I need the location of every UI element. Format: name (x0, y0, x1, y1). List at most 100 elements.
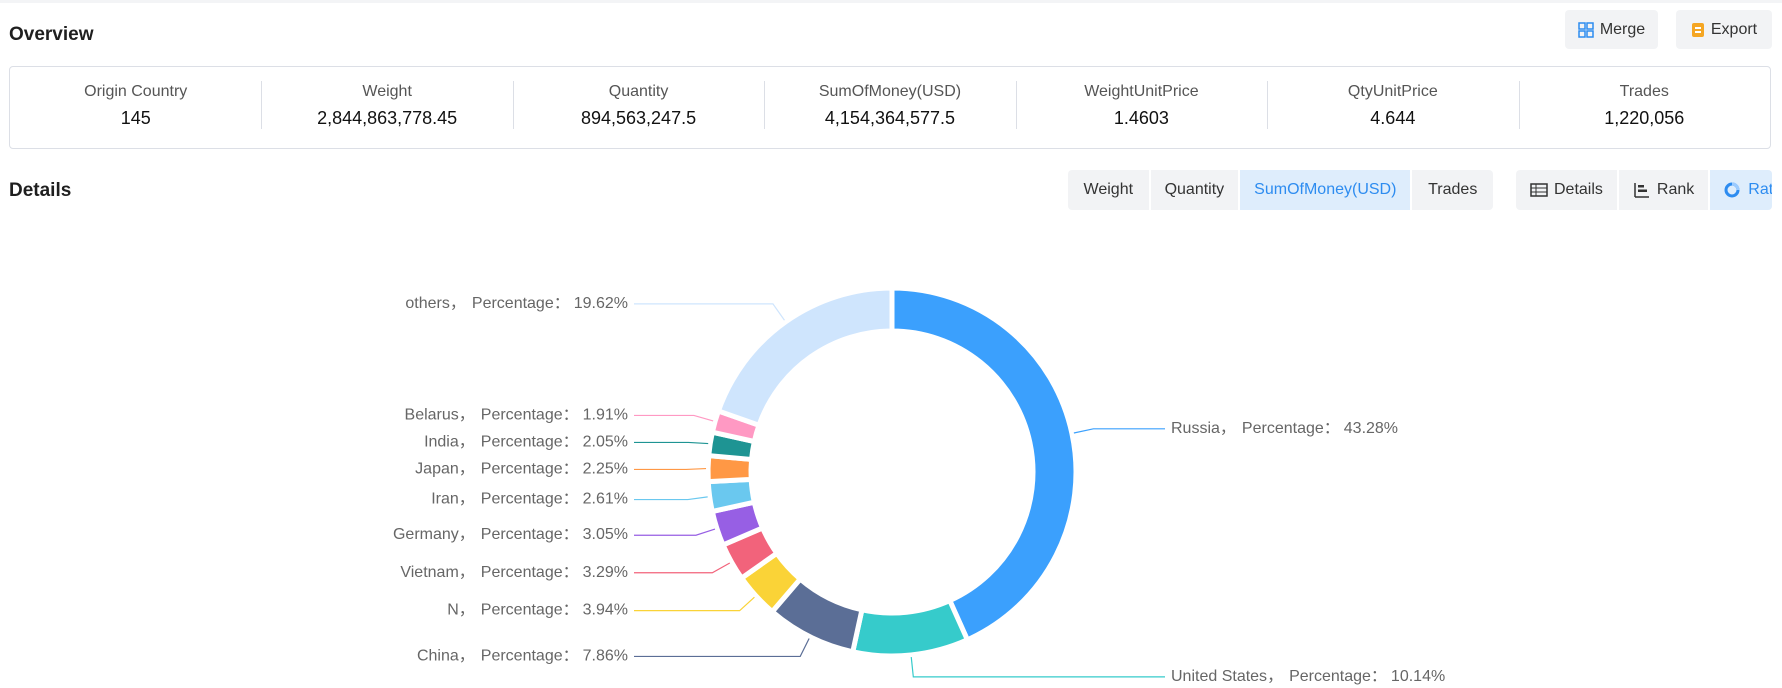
stat-item: Origin Country 145 (10, 67, 261, 148)
label-category: China (417, 648, 459, 665)
tab[interactable]: SumOfMoney(USD) (1240, 170, 1412, 210)
value-label: 1.91% (583, 407, 628, 424)
merge-icon (1578, 22, 1594, 38)
value-label: 2.61% (583, 491, 628, 508)
tab-label: Quantity (1165, 181, 1225, 199)
label-category: India (424, 434, 459, 451)
stat-item: Weight 2,844,863,778.45 (261, 67, 512, 148)
label-separator: ， (1267, 668, 1283, 685)
value-label: 2.05% (583, 434, 628, 451)
label-key: Percentage： (481, 461, 579, 478)
export-icon (1691, 22, 1705, 38)
value-label: 43.28% (1344, 420, 1398, 437)
label-category: Germany (393, 526, 459, 543)
label-separator: ， (459, 491, 475, 508)
tab[interactable]: Details (1516, 170, 1619, 210)
label-key: Percentage： (481, 602, 579, 619)
data-label: N，Percentage：3.94% (447, 602, 628, 619)
stat-label: SumOfMoney(USD) (764, 83, 1015, 101)
label-category: others (405, 295, 449, 312)
leader-line (634, 469, 706, 470)
leader-line (634, 597, 754, 610)
value-label: 10.14% (1391, 668, 1445, 685)
donut-segment (853, 601, 968, 656)
tab[interactable]: Trades (1412, 170, 1493, 210)
stat-label: Quantity (513, 83, 764, 101)
label-key: Percentage： (481, 434, 579, 451)
stat-item: Quantity 894,563,247.5 (513, 67, 764, 148)
stat-value: 4,154,364,577.5 (764, 108, 1015, 129)
tab-label: Weight (1084, 181, 1134, 199)
tab-label: Rank (1657, 181, 1694, 199)
stat-label: Weight (261, 83, 512, 101)
label-separator: ， (459, 407, 475, 424)
stat-value: 4.644 (1267, 108, 1518, 129)
label-key: Percentage： (481, 648, 579, 665)
stat-value: 145 (10, 108, 261, 129)
view-tabs: Details Rank Ratio (1516, 170, 1772, 210)
section-title: Overview (9, 24, 94, 46)
stat-value: 894,563,247.5 (513, 108, 764, 129)
stat-item: SumOfMoney(USD) 4,154,364,577.5 (764, 67, 1015, 148)
tab-label: SumOfMoney(USD) (1254, 181, 1396, 199)
tab[interactable]: Ratio (1710, 170, 1772, 210)
value-label: 3.05% (583, 526, 628, 543)
label-separator: ， (459, 602, 475, 619)
label-key: Percentage： (481, 407, 579, 424)
label-key: Percentage： (481, 491, 579, 508)
stat-label: Trades (1519, 83, 1770, 101)
overview-stats: Origin Country145Weight2,844,863,778.45Q… (9, 66, 1771, 149)
export-button[interactable]: Export (1676, 10, 1772, 49)
stat-label: WeightUnitPrice (1016, 83, 1267, 101)
stat-value: 2,844,863,778.45 (261, 108, 512, 129)
label-key: Percentage： (472, 295, 570, 312)
stat-label: Origin Country (10, 83, 261, 101)
tab[interactable]: Rank (1619, 170, 1710, 210)
value-label: 19.62% (574, 295, 628, 312)
leader-line (634, 529, 715, 535)
label-category: Vietnam (400, 564, 458, 581)
data-label: Vietnam，Percentage：3.29% (400, 564, 628, 581)
merge-button[interactable]: Merge (1565, 10, 1658, 49)
label-category: United States (1171, 668, 1267, 685)
data-label: Germany，Percentage：3.05% (393, 526, 628, 543)
button-label: Export (1711, 21, 1757, 39)
metric-tabs: Weight Quantity SumOfMoney(USD) Trades (1068, 170, 1493, 210)
tab-icon (1530, 182, 1548, 198)
label-separator: ， (1220, 420, 1236, 437)
button-label: Merge (1600, 21, 1645, 39)
label-separator: ， (459, 526, 475, 543)
label-separator: ， (450, 295, 466, 312)
tab-label: Trades (1428, 181, 1477, 199)
leader-line (634, 442, 708, 443)
tab[interactable]: Weight (1068, 170, 1151, 210)
leader-line (911, 657, 1165, 677)
label-separator: ， (459, 461, 475, 478)
data-label: India， Percentage：2.05% (424, 434, 628, 451)
label-separator: ， (459, 434, 475, 451)
tab[interactable]: Quantity (1151, 170, 1241, 210)
label-category: Belarus (405, 407, 459, 424)
section-title: Details (9, 180, 71, 202)
label-separator: ， (459, 564, 475, 581)
data-label: Iran， Percentage：2.61% (431, 491, 628, 508)
stat-value: 1,220,056 (1519, 108, 1770, 129)
stat-item: WeightUnitPrice 1.4603 (1016, 67, 1267, 148)
value-label: 2.25% (583, 461, 628, 478)
stat-item: QtyUnitPrice4.644 (1267, 67, 1518, 148)
leader-line (634, 304, 784, 320)
leader-line (634, 563, 730, 573)
donut-segment (718, 288, 892, 425)
leader-line (634, 497, 708, 500)
tab-icon (1633, 182, 1651, 198)
leader-line (1074, 429, 1165, 433)
top-border (0, 0, 1782, 3)
data-label: China，Percentage：7.86% (417, 648, 628, 665)
leader-line (634, 415, 713, 420)
donut-chart: Russia，Percentage：43.28%United States，Pe… (0, 230, 1782, 688)
tab-label: Ratio (1748, 181, 1772, 199)
label-category: Iran (431, 491, 459, 508)
label-separator: ， (459, 648, 475, 665)
stat-value: 1.4603 (1016, 108, 1267, 129)
